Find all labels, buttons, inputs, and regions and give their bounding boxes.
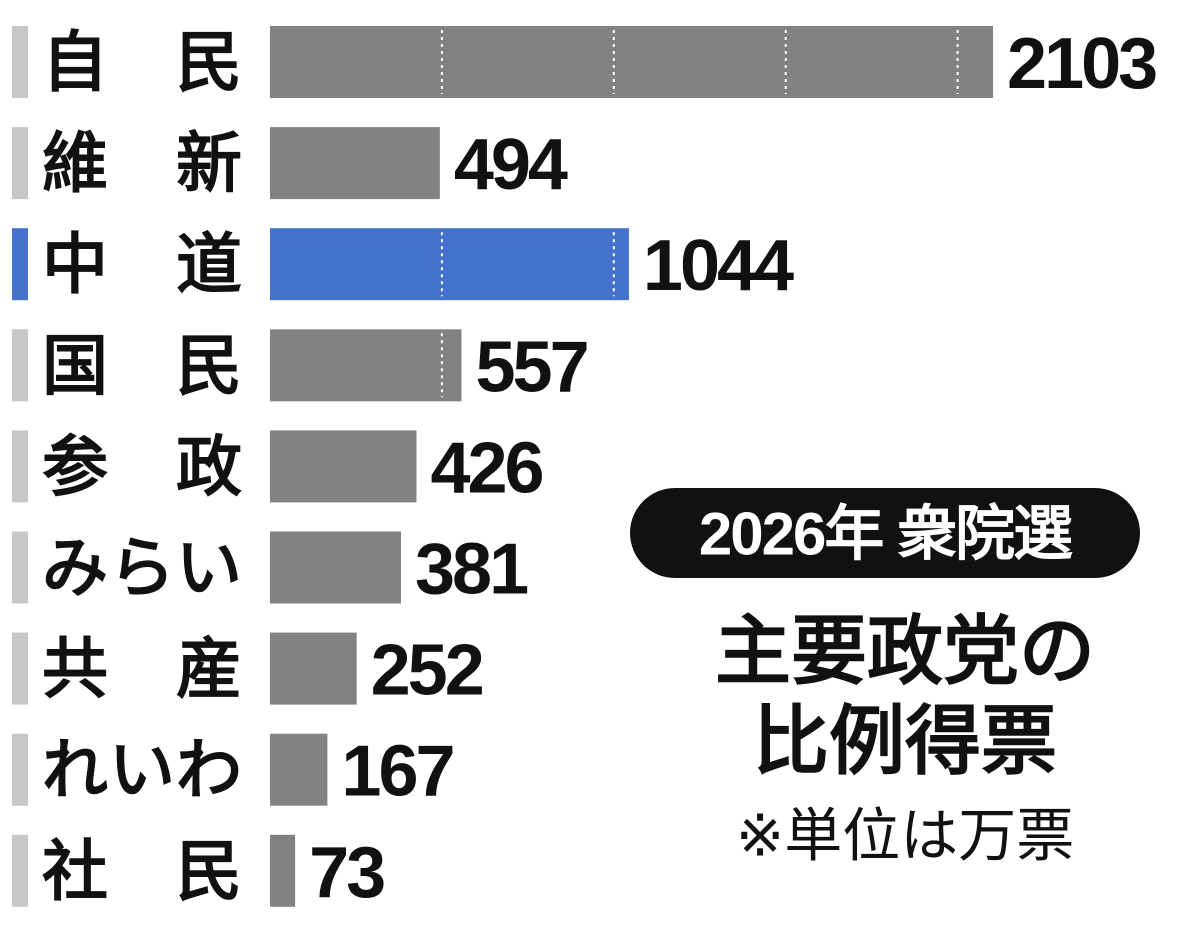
category-label: 自 民 xyxy=(42,25,242,99)
bar xyxy=(270,329,462,402)
value-label: 1044 xyxy=(643,226,794,306)
row-marker xyxy=(12,430,28,503)
bar xyxy=(270,733,328,806)
value-label: 73 xyxy=(309,833,384,913)
chart-title: 比例得票 xyxy=(753,700,1057,785)
category-label: 参 政 xyxy=(42,429,242,503)
value-label: 557 xyxy=(476,327,587,407)
row-marker xyxy=(12,632,28,705)
category-label: 中 道 xyxy=(42,227,242,301)
category-label: 共 産 xyxy=(42,632,242,706)
chart-subtitle: 2026年 衆院選 xyxy=(699,501,1073,568)
bar xyxy=(270,531,401,604)
value-label: 426 xyxy=(430,428,542,508)
value-label: 252 xyxy=(371,631,483,711)
chart-title: 主要政党の xyxy=(715,610,1095,695)
bar xyxy=(270,127,440,200)
bar xyxy=(270,228,629,301)
bar xyxy=(270,430,417,503)
category-label: 維 新 xyxy=(42,126,242,200)
value-label: 2103 xyxy=(1007,24,1156,104)
row-marker xyxy=(12,531,28,604)
value-label: 167 xyxy=(341,732,452,812)
value-label: 494 xyxy=(454,125,568,205)
bar xyxy=(270,632,357,705)
category-label: みらい xyxy=(42,531,242,605)
row-marker xyxy=(12,329,28,402)
row-marker xyxy=(12,228,28,301)
row-marker xyxy=(12,127,28,200)
value-label: 381 xyxy=(415,530,528,610)
unit-note: ※単位は万票 xyxy=(736,804,1075,869)
row-marker xyxy=(12,834,28,907)
category-label: 国 民 xyxy=(42,328,242,402)
category-label: 社 民 xyxy=(42,834,242,908)
subtitle-badge xyxy=(630,488,1140,578)
row-marker xyxy=(12,26,28,98)
bar xyxy=(270,834,296,907)
category-label: れいわ xyxy=(42,733,242,807)
row-marker xyxy=(12,733,28,806)
bar xyxy=(270,26,994,98)
